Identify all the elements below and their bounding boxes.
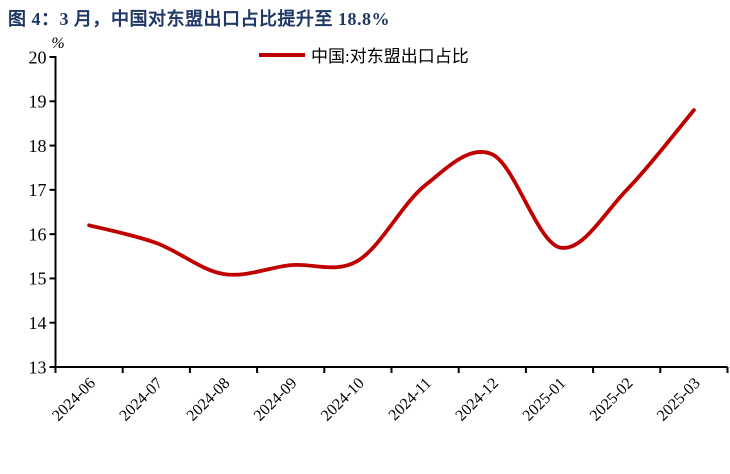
y-axis-tick-label: 18 bbox=[29, 136, 47, 156]
y-axis-tick-label: 17 bbox=[29, 180, 47, 200]
x-axis-tick-label: 2024-12 bbox=[452, 375, 502, 425]
y-axis-tick-label: 13 bbox=[29, 357, 47, 377]
x-axis-tick-label: 2024-06 bbox=[49, 375, 99, 425]
legend-series-label: 中国:对东盟出口占比 bbox=[311, 47, 469, 66]
y-axis-tick-label: 14 bbox=[29, 313, 47, 333]
x-axis-tick-label: 2024-10 bbox=[318, 375, 368, 425]
y-axis-tick-label: 19 bbox=[29, 92, 47, 112]
chart-legend: 中国:对东盟出口占比 bbox=[259, 47, 469, 66]
series-line bbox=[87, 108, 696, 277]
x-axis-tick-label: 2025-01 bbox=[520, 375, 570, 425]
x-axis-tick-label: 2024-07 bbox=[116, 375, 166, 425]
y-axis-tick-label: 15 bbox=[29, 269, 47, 289]
x-axis-tick-label: 2025-03 bbox=[654, 375, 704, 425]
x-axis-tick-label: 2024-08 bbox=[184, 375, 234, 425]
y-axis-tick-label: 20 bbox=[29, 47, 47, 67]
series-lines bbox=[87, 108, 696, 277]
x-axis-tick-label: 2024-09 bbox=[251, 375, 301, 425]
figure-title: 图 4：3 月，中国对东盟出口占比提升至 18.8% bbox=[8, 9, 390, 29]
x-axis-tick-label: 2025-02 bbox=[587, 375, 637, 425]
y-axis-tick-label: 16 bbox=[29, 224, 47, 244]
x-axis-tick-label: 2024-11 bbox=[386, 375, 435, 424]
y-axis-unit-label: % bbox=[51, 35, 64, 52]
